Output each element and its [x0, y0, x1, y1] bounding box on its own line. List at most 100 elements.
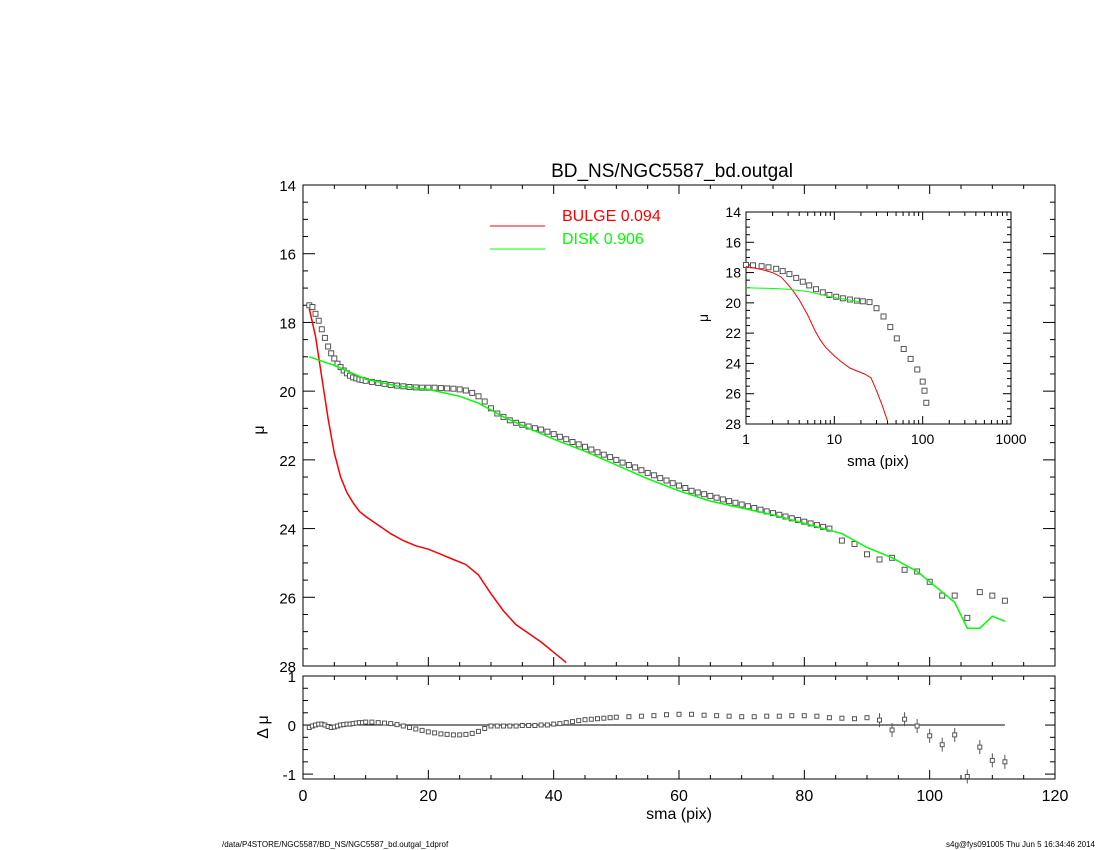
main-data-point [732, 499, 739, 506]
residual-data-point [739, 714, 745, 720]
residual-data-point [407, 725, 412, 730]
residual-data-point [751, 714, 757, 720]
main-data-point [838, 537, 845, 544]
residual-data-point [419, 727, 425, 733]
residual-x-tick-label: 100 [916, 788, 943, 805]
residual-data-point [902, 716, 908, 722]
main-data-point [419, 384, 426, 391]
inset-tick-marks [745, 211, 1012, 425]
main-y-tick-label: 24 [279, 522, 296, 539]
residual-tick-labels: 0 20 40 60 80 100 120-101 [283, 669, 1069, 805]
main-data-point [964, 614, 971, 621]
inset-data-point [813, 286, 819, 293]
main-disk-line [309, 356, 1006, 629]
residual-data-point [432, 730, 438, 736]
residual-data-point [726, 713, 732, 719]
residual-data-point [595, 716, 600, 722]
main-data-point [864, 551, 870, 558]
residual-data-point [369, 719, 375, 725]
residual-data-point [400, 723, 406, 729]
main-y-tick-label: 28 [279, 659, 296, 676]
residual-data-point [789, 713, 795, 719]
inset-data-point [887, 324, 894, 331]
main-data-point [632, 464, 639, 471]
main-data-point [556, 433, 563, 440]
residual-data-point [476, 728, 481, 734]
inset-data-point [799, 278, 806, 285]
residual-data-point [519, 723, 525, 728]
inset-data-point [900, 346, 907, 352]
residual-data-point [576, 718, 582, 724]
residual-y-tick-label: -1 [283, 767, 296, 784]
inset-bulge-line [745, 266, 888, 422]
residual-data-point [413, 726, 419, 732]
main-data-point [425, 384, 432, 391]
inset-data-point [919, 378, 926, 385]
residual-data-point [582, 717, 588, 723]
residual-data-point [964, 774, 970, 779]
main-data-point [544, 428, 551, 435]
residual-panel: 0 20 40 60 80 100 120-101 sma (pix) Δ μ [255, 669, 1068, 823]
residual-data-point [1002, 759, 1008, 765]
main-data-point [801, 518, 808, 525]
inset-y-tick-label: 22 [725, 325, 741, 341]
main-data-point [738, 501, 745, 508]
inset-tick-labels: 1 10 100 1000 14 16 18 20 22 24 26 28 [725, 204, 1026, 447]
main-y-tick-label: 18 [279, 315, 296, 332]
inset-data-point [873, 305, 880, 312]
inset-data-point [743, 262, 749, 268]
main-data-point [619, 459, 626, 466]
inset-data-point [786, 271, 793, 278]
inset-x-tick-label: 10 [827, 431, 843, 447]
residual-data-point [544, 722, 550, 728]
main-data-point [481, 398, 488, 405]
inset-data-point [793, 274, 800, 281]
residual-y-tick-label: 0 [288, 718, 296, 735]
residual-x-tick-label: 20 [419, 788, 437, 805]
residual-x-tick-label: 120 [1042, 788, 1069, 805]
main-y-tick-label: 16 [279, 247, 296, 264]
main-data-point [744, 503, 751, 510]
main-data-point [563, 436, 570, 443]
residual-data-point [889, 727, 895, 733]
main-data-point [707, 492, 714, 499]
residual-data-point [438, 731, 444, 737]
residual-data-point [927, 733, 933, 739]
residual-data-point [463, 731, 469, 737]
residual-data-point [444, 731, 450, 737]
inset-series-group [743, 262, 930, 422]
main-data-point [550, 431, 557, 438]
main-data-point [331, 355, 338, 362]
residual-data-point [939, 742, 945, 748]
main-data-point [951, 592, 958, 599]
main-series-group [306, 302, 1008, 664]
main-data-point [456, 386, 463, 393]
main-data-point [989, 592, 996, 599]
residual-x-tick-label: 60 [670, 788, 688, 805]
residual-data-point [714, 713, 720, 719]
main-data-point [669, 480, 676, 487]
inset-plot-background [746, 212, 1011, 424]
main-data-point [328, 350, 335, 357]
residual-data-point [864, 715, 870, 721]
main-data-point [682, 485, 689, 491]
main-data-point [876, 556, 883, 563]
residual-data-point [826, 715, 832, 721]
residual-data-point [488, 723, 494, 729]
residual-data-point [570, 719, 575, 725]
residual-series-group [306, 711, 1008, 784]
inset-y-axis-label: μ [695, 314, 711, 322]
residual-data-point [382, 720, 387, 726]
main-data-point [325, 343, 332, 350]
main-data-point [676, 482, 682, 489]
main-data-point [788, 515, 795, 522]
main-data-point [582, 443, 588, 450]
main-data-point [976, 589, 983, 596]
legend: BULGE 0.094 DISK 0.906 [490, 208, 661, 250]
main-data-point [450, 385, 457, 392]
residual-data-point [877, 717, 882, 723]
inset-y-tick-label: 24 [725, 355, 741, 371]
inset-data-point [880, 313, 887, 320]
residual-data-point [764, 713, 770, 719]
main-data-point [694, 489, 701, 496]
